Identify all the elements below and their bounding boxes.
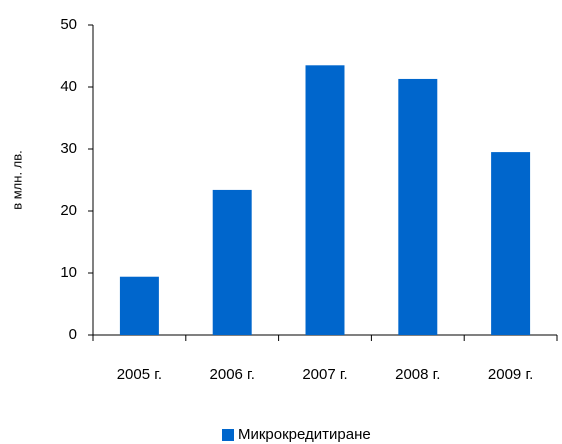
y-tick-label: 20 (60, 202, 77, 219)
y-tick-label: 30 (60, 140, 77, 157)
x-tick-label: 2006 г. (210, 366, 255, 383)
bar (119, 276, 159, 335)
legend-swatch (222, 429, 234, 441)
bar (491, 152, 531, 335)
y-tick-label: 50 (60, 16, 77, 33)
x-tick-label: 2007 г. (302, 366, 347, 383)
y-tick-label: 40 (60, 78, 77, 95)
x-tick-label: 2009 г. (488, 366, 533, 383)
x-tick-label: 2008 г. (395, 366, 440, 383)
bar (305, 65, 345, 336)
legend-label: Микрокредитиране (238, 426, 371, 443)
y-axis-label: в млн. лв. (9, 150, 24, 210)
x-tick-label: 2005 г. (117, 366, 162, 383)
bar (212, 189, 252, 335)
y-tick-label: 0 (69, 326, 77, 343)
y-tick-label: 10 (60, 264, 77, 281)
bar (398, 78, 438, 335)
